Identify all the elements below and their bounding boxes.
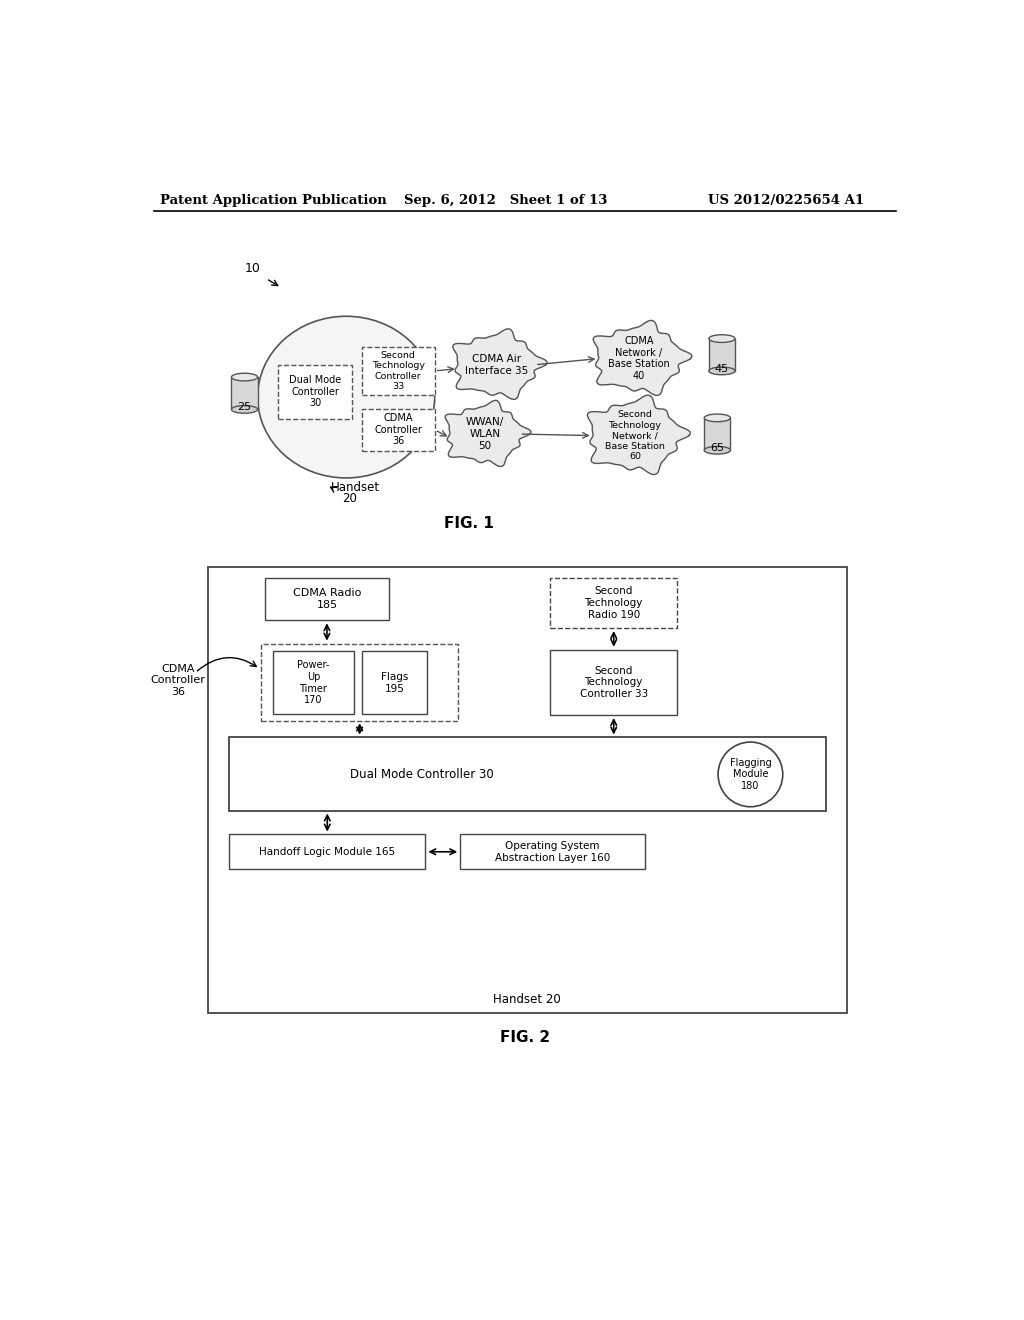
Text: WWAN/
WLAN
50: WWAN/ WLAN 50 — [466, 417, 504, 450]
Ellipse shape — [709, 367, 735, 375]
FancyBboxPatch shape — [361, 651, 427, 714]
Text: 20: 20 — [342, 492, 357, 504]
Text: 65: 65 — [711, 444, 724, 453]
Text: Second
Technology
Controller
33: Second Technology Controller 33 — [372, 351, 425, 391]
FancyBboxPatch shape — [279, 364, 351, 418]
Text: CDMA
Controller
36: CDMA Controller 36 — [374, 413, 422, 446]
Text: CDMA
Network /
Base Station
40: CDMA Network / Base Station 40 — [608, 337, 670, 381]
Text: FIG. 2: FIG. 2 — [500, 1031, 550, 1045]
Ellipse shape — [705, 446, 730, 454]
Polygon shape — [453, 329, 547, 400]
Text: FIG. 1: FIG. 1 — [444, 516, 495, 531]
Bar — [709, 339, 735, 371]
FancyBboxPatch shape — [265, 578, 388, 620]
FancyBboxPatch shape — [273, 651, 354, 714]
Circle shape — [718, 742, 782, 807]
Text: Operating System
Abstraction Layer 160: Operating System Abstraction Layer 160 — [495, 841, 610, 862]
Text: 10: 10 — [245, 263, 260, 276]
Bar — [231, 378, 258, 409]
Text: Handset 20: Handset 20 — [494, 993, 561, 1006]
FancyBboxPatch shape — [261, 644, 458, 721]
Text: 25: 25 — [238, 403, 252, 412]
Ellipse shape — [231, 405, 258, 413]
Text: Second
Technology
Radio 190: Second Technology Radio 190 — [585, 586, 643, 619]
Text: US 2012/0225654 A1: US 2012/0225654 A1 — [708, 194, 864, 207]
FancyBboxPatch shape — [229, 834, 425, 869]
Ellipse shape — [231, 374, 258, 381]
Text: Patent Application Publication: Patent Application Publication — [160, 194, 387, 207]
Text: Sep. 6, 2012   Sheet 1 of 13: Sep. 6, 2012 Sheet 1 of 13 — [403, 194, 607, 207]
Ellipse shape — [705, 414, 730, 422]
Text: CDMA Radio
185: CDMA Radio 185 — [293, 589, 361, 610]
Text: Handoff Logic Module 165: Handoff Logic Module 165 — [259, 847, 395, 857]
Text: Second
Technology
Network /
Base Station
60: Second Technology Network / Base Station… — [605, 411, 665, 461]
Polygon shape — [588, 395, 690, 474]
Ellipse shape — [709, 335, 735, 342]
Text: Power-
Up
Timer
170: Power- Up Timer 170 — [297, 660, 330, 705]
FancyBboxPatch shape — [208, 566, 847, 1014]
Text: Flags
195: Flags 195 — [381, 672, 408, 693]
FancyBboxPatch shape — [550, 649, 677, 715]
Ellipse shape — [258, 317, 435, 478]
FancyBboxPatch shape — [229, 738, 826, 810]
Text: Handset: Handset — [331, 480, 380, 494]
Bar — [705, 418, 730, 450]
Polygon shape — [445, 400, 530, 466]
FancyBboxPatch shape — [460, 834, 645, 869]
Text: 45: 45 — [715, 364, 729, 374]
Text: Dual Mode
Controller
30: Dual Mode Controller 30 — [289, 375, 341, 408]
Text: Flagging
Module
180: Flagging Module 180 — [729, 758, 771, 791]
FancyBboxPatch shape — [361, 409, 435, 451]
Polygon shape — [593, 321, 692, 395]
Text: CDMA
Controller
36: CDMA Controller 36 — [151, 664, 206, 697]
Text: CDMA Air
Interface 35: CDMA Air Interface 35 — [465, 354, 528, 376]
FancyBboxPatch shape — [361, 347, 435, 395]
Text: Second
Technology
Controller 33: Second Technology Controller 33 — [580, 665, 648, 700]
Text: Dual Mode Controller 30: Dual Mode Controller 30 — [350, 767, 494, 780]
FancyBboxPatch shape — [550, 578, 677, 628]
